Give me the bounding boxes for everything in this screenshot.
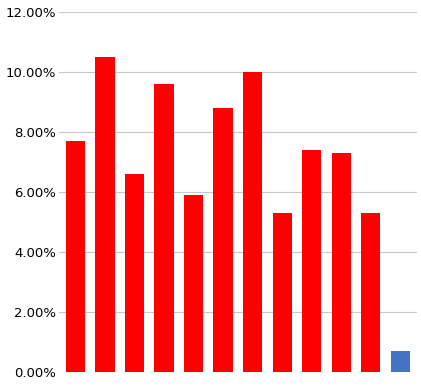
Bar [66, 141, 85, 372]
Bar [272, 213, 292, 372]
Bar [361, 213, 380, 372]
Bar [184, 195, 203, 372]
Bar [391, 352, 410, 372]
Bar [332, 153, 351, 372]
Bar [302, 150, 321, 372]
Bar [155, 84, 173, 372]
Bar [125, 174, 144, 372]
Bar [96, 57, 115, 372]
Bar [213, 108, 233, 372]
Bar [243, 72, 262, 372]
